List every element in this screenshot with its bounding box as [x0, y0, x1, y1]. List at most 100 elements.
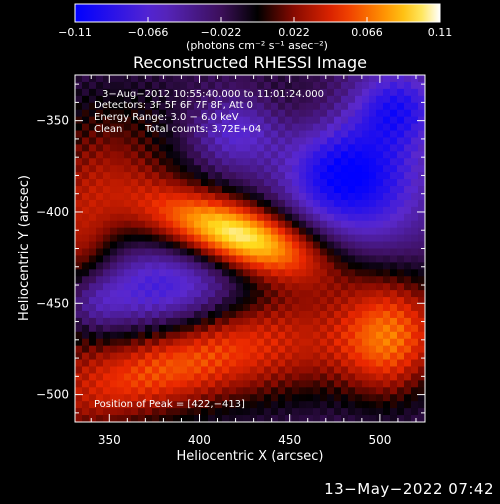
- heatmap-cell: [222, 137, 230, 145]
- heatmap-cell: [250, 199, 258, 208]
- heatmap-cell: [201, 276, 209, 284]
- heatmap-cell: [215, 304, 223, 312]
- heatmap-cell: [418, 227, 426, 236]
- heatmap-cell: [187, 269, 195, 277]
- heatmap-cell: [159, 394, 167, 402]
- heatmap-cell: [334, 276, 342, 284]
- heatmap-cell: [96, 310, 104, 319]
- heatmap-cell: [285, 387, 293, 395]
- heatmap-cell: [124, 199, 132, 208]
- heatmap-cell: [348, 248, 356, 256]
- heatmap-cell: [383, 213, 391, 222]
- heatmap-cell: [187, 81, 195, 90]
- heatmap-cell: [390, 95, 398, 104]
- heatmap-cell: [320, 394, 328, 402]
- heatmap-cell: [411, 366, 419, 374]
- heatmap-cell: [348, 331, 356, 340]
- heatmap-cell: [166, 324, 174, 333]
- heatmap-cell: [320, 255, 328, 263]
- heatmap-cell: [369, 255, 377, 263]
- heatmap-cell: [208, 75, 216, 83]
- heatmap-cell: [306, 366, 314, 374]
- heatmap-cell: [229, 380, 237, 388]
- heatmap-cell: [264, 186, 272, 194]
- heatmap-cell: [187, 352, 195, 360]
- heatmap-cell: [299, 380, 307, 388]
- heatmap-cell: [89, 151, 97, 159]
- heatmap-cell: [180, 276, 188, 284]
- heatmap-cell: [418, 130, 426, 138]
- heatmap-cell: [411, 151, 419, 159]
- heatmap-cell: [166, 95, 174, 104]
- heatmap-cell: [131, 255, 139, 263]
- heatmap-cell: [117, 352, 125, 360]
- heatmap-cell: [96, 262, 104, 270]
- heatmap-cell: [152, 95, 160, 104]
- heatmap-cell: [89, 276, 97, 284]
- heatmap-cell: [243, 123, 251, 131]
- axes: 350 400 450 500−350−400−450−500: [36, 75, 425, 447]
- heatmap-cell: [278, 123, 286, 131]
- heatmap-cell: [404, 95, 412, 104]
- heatmap-cell: [355, 186, 363, 194]
- heatmap-cell: [75, 338, 83, 347]
- heatmap-cell: [271, 352, 279, 360]
- heatmap-cell: [285, 158, 293, 166]
- heatmap-cell: [103, 151, 111, 159]
- heatmap-cell: [138, 109, 146, 118]
- heatmap-cell: [138, 297, 146, 305]
- heatmap-cell: [376, 206, 384, 215]
- heatmap-cell: [82, 88, 90, 97]
- heatmap-cell: [404, 262, 412, 270]
- heatmap-cell: [82, 179, 90, 187]
- peak-position-label: Position of Peak = [422,−413]: [94, 399, 245, 410]
- heatmap-cell: [187, 95, 195, 104]
- heatmap-cell: [390, 324, 398, 333]
- heatmap-cell: [411, 304, 419, 312]
- heatmap-cell: [264, 387, 272, 395]
- heatmap-cell: [397, 380, 405, 388]
- heatmap-cell: [404, 220, 412, 229]
- heatmap-cell: [285, 199, 293, 208]
- heatmap-cell: [173, 95, 181, 104]
- heatmap-cell: [390, 290, 398, 298]
- heatmap-cell: [348, 317, 356, 326]
- heatmap-cell: [250, 338, 258, 347]
- heatmap-cell: [152, 192, 160, 201]
- heatmap-cell: [194, 290, 202, 298]
- x-tick-label: 400: [188, 433, 211, 447]
- heatmap-cell: [250, 116, 258, 124]
- heatmap-cell: [124, 130, 132, 138]
- heatmap-cell: [257, 338, 265, 347]
- heatmap-cell: [173, 102, 181, 111]
- heatmap-cell: [355, 158, 363, 166]
- heatmap-cell: [327, 373, 335, 381]
- heatmap-cell: [173, 276, 181, 284]
- heatmap-cell: [257, 297, 265, 305]
- heatmap-cell: [152, 213, 160, 222]
- heatmap-cell: [418, 81, 426, 90]
- heatmap-cell: [82, 192, 90, 201]
- heatmap-cell: [229, 199, 237, 208]
- heatmap-cell: [103, 186, 111, 194]
- heatmap-cell: [250, 262, 258, 270]
- heatmap-cell: [89, 359, 97, 367]
- heatmap-cell: [376, 116, 384, 124]
- heatmap-cell: [292, 220, 300, 229]
- heatmap-cell: [215, 401, 223, 409]
- heatmap-cell: [418, 109, 426, 118]
- heatmap-cell: [117, 331, 125, 340]
- heatmap-cell: [75, 331, 83, 340]
- heatmap-cell: [327, 269, 335, 277]
- heatmap-cell: [145, 179, 153, 187]
- heatmap-cell: [376, 234, 384, 242]
- heatmap-cell: [187, 297, 195, 305]
- heatmap-cell: [292, 408, 300, 416]
- heatmap-cell: [362, 220, 370, 229]
- heatmap-cell: [82, 310, 90, 319]
- heatmap-cell: [383, 158, 391, 166]
- heatmap-cell: [82, 401, 90, 409]
- heatmap-cell: [327, 248, 335, 256]
- heatmap-cell: [376, 380, 384, 388]
- heatmap-cell: [222, 394, 230, 402]
